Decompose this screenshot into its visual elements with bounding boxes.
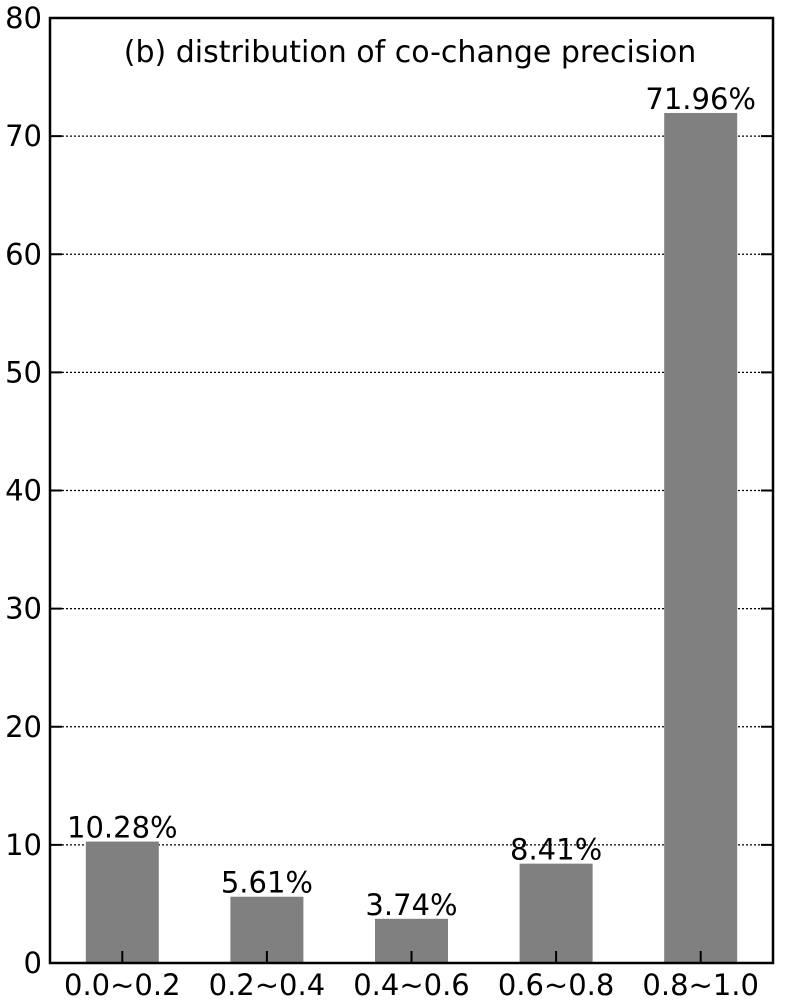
labels-layer: 0 10 20 30 40 50 60 70 80 10.28% 0.0~0.2 5.61% 0.2~0…: [5, 1, 759, 1000]
x-tick-label: 0.4~0.6: [353, 968, 470, 1000]
bar-data-label: 8.41%: [510, 833, 602, 867]
y-tick-label: 70: [5, 119, 42, 153]
y-tick-label: 50: [5, 355, 42, 389]
y-tick-label: 80: [5, 1, 42, 35]
y-tick-label: 40: [5, 474, 42, 508]
bar-data-label: 71.96%: [645, 82, 756, 116]
x-tick-label: 0.0~0.2: [64, 968, 181, 1000]
x-tick-label: 0.6~0.8: [498, 968, 615, 1000]
bar: [664, 112, 738, 963]
bars-layer: [85, 112, 738, 963]
y-tick-label: 60: [5, 237, 42, 271]
bar: [519, 863, 593, 963]
y-tick-label: 30: [5, 592, 42, 626]
x-tick-label: 0.8~1.0: [642, 968, 759, 1000]
y-tick-label: 20: [5, 710, 42, 744]
grid-layer: [50, 135, 773, 846]
bar-data-label: 3.74%: [365, 888, 457, 922]
ticks-layer: [50, 17, 773, 964]
bar-data-label: 10.28%: [67, 811, 178, 845]
x-tick-label: 0.2~0.4: [209, 968, 326, 1000]
y-tick-label: 10: [5, 828, 42, 862]
chart-title: (b) distribution of co-change precision: [124, 35, 696, 70]
bar: [85, 841, 159, 963]
y-tick-label: 0: [24, 946, 42, 980]
bar-data-label: 5.61%: [221, 866, 313, 900]
